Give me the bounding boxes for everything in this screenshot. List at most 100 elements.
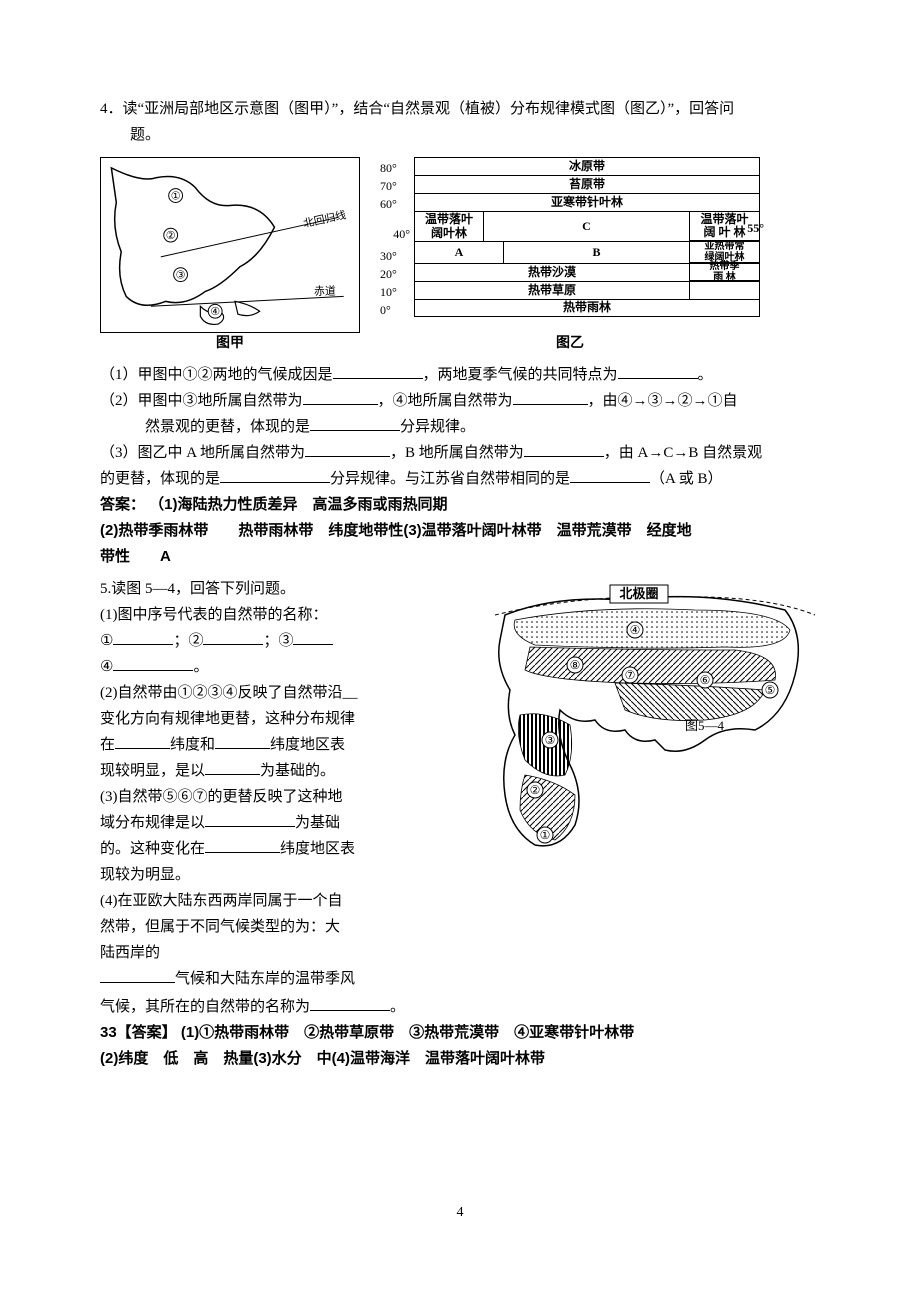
blank[interactable] — [205, 812, 295, 827]
svg-text:⑧: ⑧ — [570, 658, 581, 672]
lat20: 20° — [380, 263, 414, 281]
q4-sub3-c: ，由 A→C→B 自然景观 — [604, 445, 762, 461]
q4-sub3-l1: （3）图乙中 A 地所属自然带为 ，B 地所属自然带为 ，由 A→C→B 自然景观 — [100, 441, 825, 465]
blank[interactable] — [205, 838, 280, 853]
q4-sub3-f: （A 或 B） — [650, 471, 723, 487]
lat40: 40° — [393, 228, 410, 241]
cell-monsoon: 热带季 雨 林 — [690, 264, 760, 281]
q5-p2a: (2)自然带由①②③④反映了自然带沿__ — [100, 681, 420, 705]
q5-answer-2: (2)纬度 低 高 热量(3)水分 中(4)温带海洋 温带落叶阔叶林带 — [100, 1047, 825, 1071]
cell-taiga: 亚寒带针叶林 — [414, 194, 760, 211]
page-number: 4 — [0, 1202, 920, 1224]
blank[interactable] — [570, 468, 650, 483]
q5-p2b: 变化方向有规律地更替，这种分布规律 — [100, 707, 420, 731]
q4-sub1-a: （1）甲图中①②两地的气候成因是 — [100, 367, 333, 383]
vegetation-chart: 55° 80° 冰原带 70° 苔原带 60° 亚寒带针叶林 40° 温带落叶 … — [380, 157, 760, 333]
q4-sub1: （1）甲图中①②两地的气候成因是，两地夏季气候的共同特点为。 — [100, 363, 825, 387]
lat80: 80° — [380, 157, 414, 175]
t: 为基础 — [295, 815, 340, 831]
cell-B: B — [504, 242, 690, 263]
blank[interactable] — [220, 468, 330, 483]
cell-desert: 热带沙漠 — [414, 264, 690, 281]
blank[interactable] — [303, 390, 378, 405]
t: 域分布规律是以 — [100, 815, 205, 831]
t: 的。这种变化在 — [100, 841, 205, 857]
q4-sub1-b: ，两地夏季气候的共同特点为 — [423, 367, 618, 383]
q5-p2d: 现较明显，是以 为基础的。 — [100, 759, 420, 783]
q4-sub2-d: 然景观的更替，体现的是 — [145, 419, 310, 435]
blank[interactable] — [310, 416, 400, 431]
blank[interactable] — [205, 760, 260, 775]
arctic-label: 北极圈 — [619, 586, 658, 601]
q5-p3a: (3)自然带⑤⑥⑦的更替反映了这种地 — [100, 785, 420, 809]
q5-answer-1: 33【答案】 (1)①热带雨林带 ②热带草原带 ③热带荒漠带 ④亚寒带针叶林带 — [100, 1021, 825, 1045]
lat55: 55° — [747, 219, 764, 238]
blank[interactable] — [100, 968, 175, 983]
blank[interactable] — [333, 364, 423, 379]
q4-sub3-a: （3）图乙中 A 地所属自然带为 — [100, 445, 305, 461]
svg-text:⑤: ⑤ — [765, 683, 776, 697]
q4-sub3-e: 分异规律。与江苏省自然带相同的是 — [330, 471, 570, 487]
svg-text:④: ④ — [630, 623, 641, 637]
cell-temp-dec-l: 温带落叶 阔叶林 — [414, 212, 484, 241]
svg-text:③: ③ — [545, 733, 556, 747]
blank[interactable] — [310, 996, 390, 1011]
blank[interactable] — [524, 442, 604, 457]
blank[interactable] — [293, 630, 333, 645]
svg-text:②: ② — [530, 783, 541, 797]
t: ④ — [100, 659, 113, 675]
q4-sub2-c: ，由④→③→②→①自 — [588, 393, 738, 409]
blank[interactable] — [215, 734, 270, 749]
q5-p4e: 气候，其所在的自然带的名称为。 — [100, 995, 825, 1019]
svg-text:①: ① — [540, 828, 551, 842]
cell-C: C — [484, 212, 690, 241]
blank[interactable] — [513, 390, 588, 405]
node3-icon: ③ — [176, 270, 186, 282]
cell-rainforest: 热带雨林 — [414, 300, 760, 316]
node4-icon: ④ — [210, 306, 220, 318]
q4-sub2-b: ，④地所属自然带为 — [378, 393, 513, 409]
q4-sub3-d: 的更替，体现的是 — [100, 471, 220, 487]
q4-answer-1: 答案： （1)海陆热力性质差异 高温多雨或雨热同期 — [100, 493, 825, 517]
lat0: 0° — [380, 299, 414, 317]
t: 为基础的。 — [260, 763, 335, 779]
q5-p3b: 域分布规律是以 为基础 — [100, 811, 420, 835]
lat30: 30° — [380, 241, 414, 263]
figure-jia-container: ① ② ③ ④ 北回归线 赤道 图甲 — [100, 157, 360, 355]
lat60: 60° — [380, 193, 414, 211]
q5-p1c: ④。 — [100, 655, 420, 679]
q4-figures: ① ② ③ ④ 北回归线 赤道 图甲 55° 80° 冰原带 70° 苔原带 — [100, 157, 825, 355]
t: ；③ — [263, 633, 293, 649]
fig-jia-caption: 图甲 — [100, 333, 360, 355]
q5-p1b: ① ；② ；③ — [100, 629, 420, 653]
q4-stem-line2: 题。 — [100, 123, 825, 147]
t: 纬度地区表 — [270, 737, 345, 753]
q5-p4c: 陆西岸的 — [100, 941, 420, 965]
blank[interactable] — [203, 630, 263, 645]
blank[interactable] — [618, 364, 698, 379]
blank[interactable] — [113, 630, 173, 645]
q4-stem-line1: 4．读“亚洲局部地区示意图（图甲）”，结合“自然景观（植被）分布规律模式图（图乙… — [100, 97, 825, 121]
q4-answer-2: (2)热带季雨林带 热带雨林带 纬度地带性(3)温带落叶阔叶林带 温带荒漠带 经… — [100, 519, 825, 543]
q4-sub2-l2: 然景观的更替，体现的是 分异规律。 — [100, 415, 825, 439]
lat70: 70° — [380, 175, 414, 193]
node2-icon: ② — [166, 230, 176, 242]
t: ；② — [173, 633, 203, 649]
q4-sub3-b: ，B 地所属自然带为 — [390, 445, 524, 461]
blank[interactable] — [305, 442, 390, 457]
asia-map: ① ② ③ ④ 北回归线 赤道 — [100, 157, 360, 333]
t: 。 — [193, 659, 208, 675]
blank[interactable] — [115, 734, 170, 749]
cell-A: A — [414, 242, 504, 263]
q5-stem: 5.读图 5—4，回答下列问题。 — [100, 577, 420, 601]
svg-text:⑦: ⑦ — [625, 668, 636, 682]
q4-sub3-l2: 的更替，体现的是 分异规律。与江苏省自然带相同的是 （A 或 B） — [100, 467, 825, 491]
blank[interactable] — [113, 656, 193, 671]
t: 纬度地区表 — [280, 841, 355, 857]
t: 气候，其所在的自然带的名称为 — [100, 999, 310, 1015]
t: ① — [100, 633, 113, 649]
fig-yi-caption: 图乙 — [380, 333, 760, 355]
t: 现较明显，是以 — [100, 763, 205, 779]
q4-sub2-e: 分异规律。 — [400, 419, 475, 435]
cell-tundra: 苔原带 — [414, 176, 760, 193]
